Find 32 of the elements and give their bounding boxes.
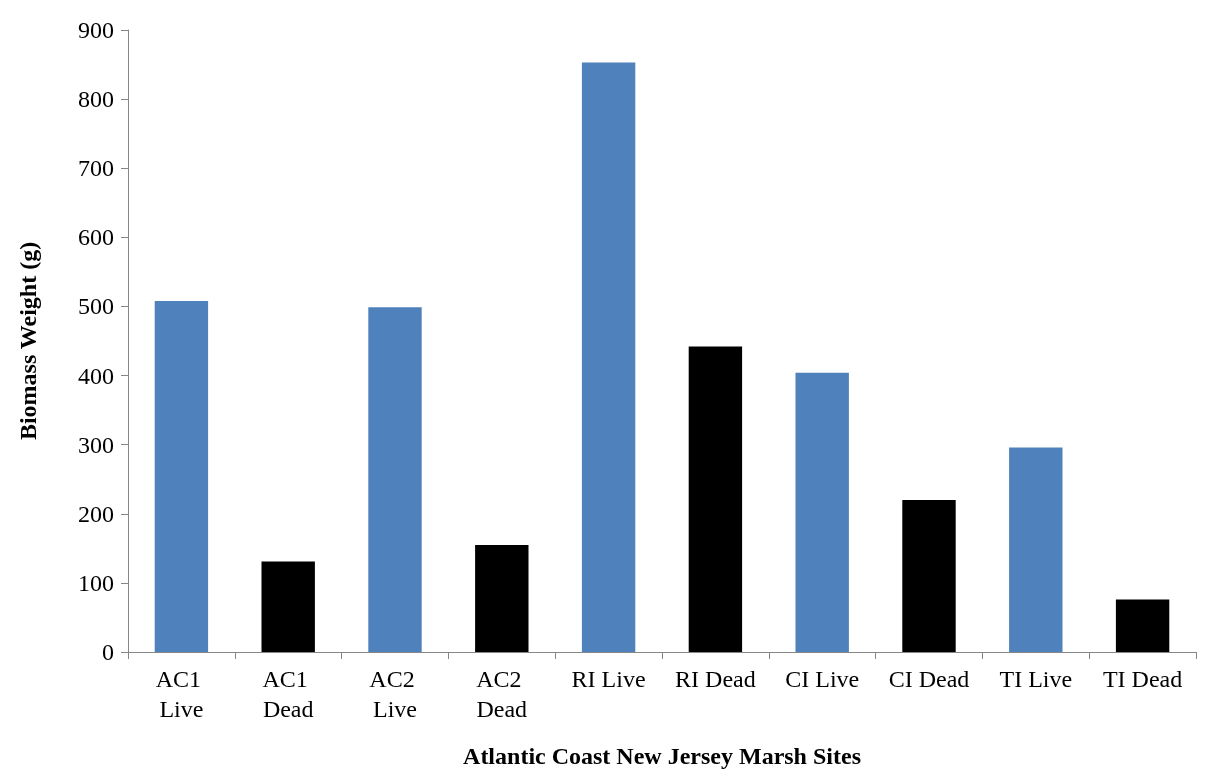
bar [154,300,209,652]
bar [1115,599,1170,652]
y-tick-label: 900 [78,17,114,43]
y-tick-label: 200 [78,500,114,527]
bar [688,346,743,652]
y-tick-label: 500 [78,293,114,320]
y-tick-label: 400 [78,362,114,389]
y-tick-label: 100 [78,569,114,596]
bar [261,561,315,652]
y-tick-label: 700 [78,155,114,182]
x-tick-label: CI Live [785,666,860,692]
y-tick-label: 300 [78,431,114,458]
y-axis-title: Biomass Weight (g) [15,241,41,441]
bar [795,372,849,652]
y-tick-label: 800 [78,86,114,113]
bar [1009,447,1063,652]
x-tick-label: RI Live [571,666,646,692]
bar [581,62,636,652]
bar [902,499,956,652]
x-tick-label: TI Live [999,666,1073,692]
x-axis-title: Atlantic Coast New Jersey Marsh Sites [463,743,861,769]
x-tick-label: AC2 Dead [476,666,528,722]
bar [475,544,529,652]
x-tick-label: RI Dead [675,666,756,692]
x-tick-label: AC2 Live [369,666,421,722]
x-tick-label: AC1 Live [155,666,208,722]
y-tick-label: 0 [102,639,114,665]
x-tick-label: CI Dead [888,666,970,692]
y-tick-label: 600 [78,224,114,251]
x-tick-label: TI Dead [1102,666,1183,692]
x-tick-label: AC1 Dead [262,666,314,722]
bar [368,307,422,652]
